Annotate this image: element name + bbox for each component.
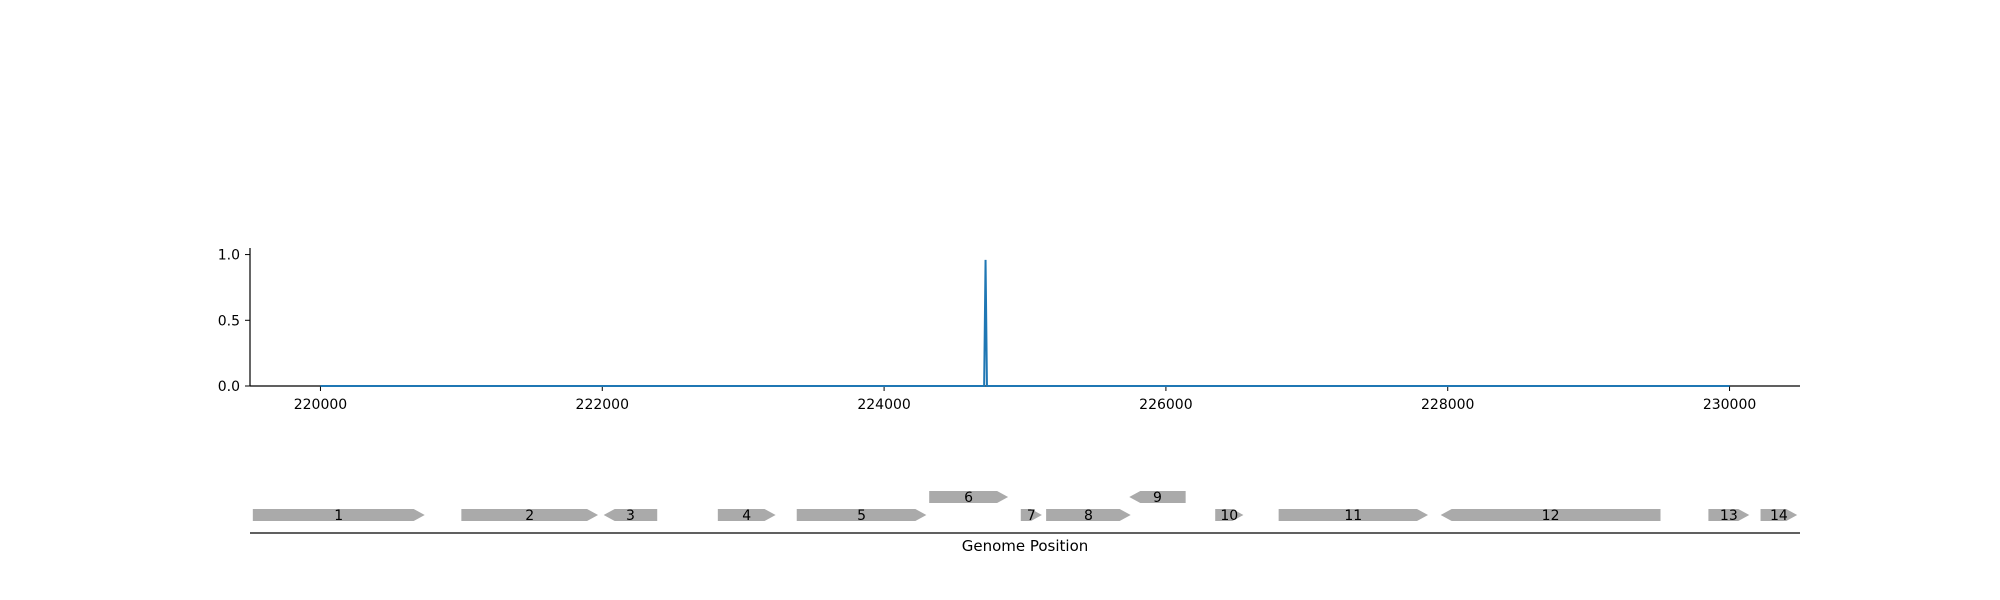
gene-arrow-5 <box>796 509 927 521</box>
gene-arrow-13 <box>1708 509 1750 521</box>
x-tick-label: 222000 <box>576 397 629 413</box>
gene-label-13: 13 <box>1720 508 1738 524</box>
gene-label-11: 11 <box>1344 508 1362 524</box>
gene-label-5: 5 <box>857 508 866 524</box>
gene-label-4: 4 <box>742 508 751 524</box>
coverage-panel: 0.0 0.5 1.0 220000 222000 224000 226000 228000 2… <box>218 248 1800 413</box>
x-tick-label: 228000 <box>1421 397 1474 413</box>
y-tick-label: 1.0 <box>218 248 240 264</box>
gene-arrow-7 <box>1020 509 1042 521</box>
x-axis-title: Genome Position <box>962 537 1089 555</box>
gene-arrow-2 <box>461 509 599 521</box>
x-tick-label: 230000 <box>1703 397 1756 413</box>
y-tick-label: 0.5 <box>218 313 240 329</box>
gene-label-14: 14 <box>1770 508 1788 524</box>
gene-label-10: 10 <box>1220 508 1238 524</box>
gene-arrow-8 <box>1046 509 1131 521</box>
gene-arrow-4 <box>717 509 776 521</box>
coverage-line-series <box>320 259 1730 387</box>
x-tick-label: 220000 <box>294 397 347 413</box>
gene-label-2: 2 <box>525 508 534 524</box>
y-tick-label: 0.0 <box>218 379 240 395</box>
gene-arrow-3 <box>603 509 658 521</box>
x-tick-label: 226000 <box>1139 397 1192 413</box>
gene-label-9: 9 <box>1153 490 1162 506</box>
gene-label-6: 6 <box>964 490 973 506</box>
gene-arrow-14 <box>1760 509 1798 521</box>
gene-label-8: 8 <box>1084 508 1093 524</box>
gene-label-12: 12 <box>1542 508 1560 524</box>
gene-label-3: 3 <box>626 508 635 524</box>
gene-arrow-1 <box>252 509 425 521</box>
gene-label-7: 7 <box>1027 508 1036 524</box>
gene-label-1: 1 <box>334 508 343 524</box>
gene-arrow-12 <box>1440 509 1661 521</box>
gene-arrow-9 <box>1129 491 1186 503</box>
x-tick-label: 224000 <box>857 397 910 413</box>
gene-arrow-10 <box>1215 509 1244 521</box>
gene-arrow-6 <box>929 491 1009 503</box>
gene-arrow-11 <box>1278 509 1428 521</box>
